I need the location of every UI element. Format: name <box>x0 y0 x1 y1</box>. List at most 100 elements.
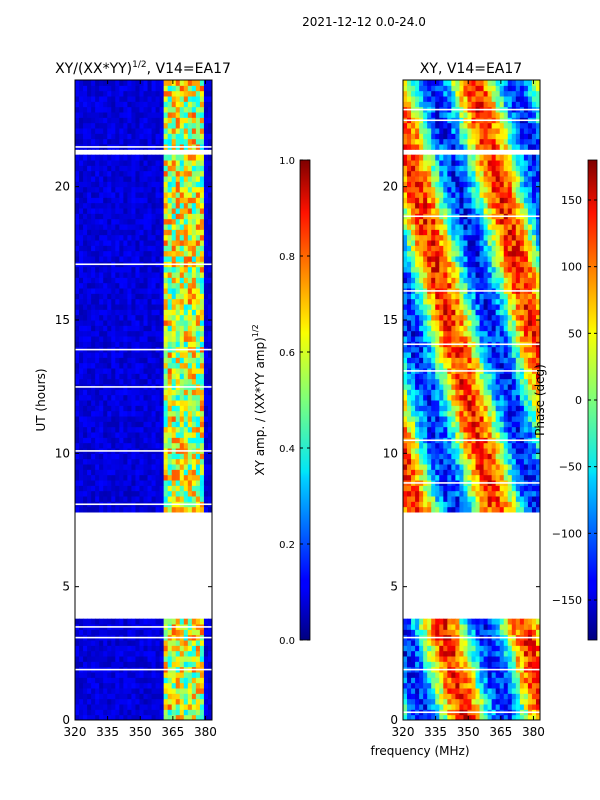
heatmap-cell <box>507 661 513 668</box>
heatmap-cell <box>451 688 456 694</box>
heatmap-cell <box>471 421 477 428</box>
heatmap-cell <box>123 469 128 476</box>
heatmap-cell <box>163 437 169 444</box>
heatmap-cell <box>455 453 460 460</box>
heatmap-cell <box>167 506 173 513</box>
heatmap-cell <box>143 80 149 86</box>
heatmap-cell <box>427 442 432 449</box>
heatmap-cell <box>195 709 201 716</box>
heatmap-cell <box>447 704 452 710</box>
heatmap-cell <box>83 698 88 705</box>
heatmap-cell <box>79 202 84 209</box>
heatmap-cell <box>471 490 477 497</box>
heatmap-cell <box>83 85 88 92</box>
heatmap-cell <box>151 208 157 214</box>
heatmap-cell <box>75 282 80 289</box>
heatmap-cell <box>123 656 128 662</box>
heatmap-cell <box>203 128 209 134</box>
heatmap-cell <box>83 165 88 172</box>
heatmap-cell <box>511 469 517 476</box>
heatmap-cell <box>199 154 205 161</box>
heatmap-cell <box>103 650 108 657</box>
heatmap-cell <box>147 101 153 108</box>
heatmap-cell <box>463 394 468 401</box>
heatmap-cell <box>175 341 181 348</box>
heatmap-cell <box>435 410 440 417</box>
heatmap-cell <box>191 645 197 652</box>
heatmap-cell <box>207 122 212 129</box>
heatmap-cell <box>163 330 169 337</box>
heatmap-cell <box>167 304 173 310</box>
heatmap-cell <box>467 688 472 694</box>
heatmap-cell <box>467 416 472 422</box>
heatmap-cell <box>159 362 165 369</box>
heatmap-cell <box>403 640 408 646</box>
heatmap-cell <box>451 485 456 492</box>
heatmap-cell <box>155 469 161 476</box>
heatmap-cell <box>195 277 201 284</box>
heatmap-cell <box>499 389 505 396</box>
heatmap-cell <box>155 437 161 444</box>
heatmap-cell <box>503 650 509 657</box>
heatmap-cell <box>123 138 128 145</box>
heatmap-cell <box>187 650 193 657</box>
heatmap-cell <box>147 250 153 257</box>
heatmap-cell <box>87 277 92 284</box>
heatmap-cell <box>175 442 181 449</box>
heatmap-cell <box>431 394 436 401</box>
heatmap-cell <box>195 490 201 497</box>
heatmap-cell <box>483 698 489 705</box>
heatmap-cell <box>483 704 489 710</box>
heatmap-cell <box>163 234 169 241</box>
heatmap-cell <box>143 240 149 246</box>
heatmap-cell <box>531 469 537 476</box>
heatmap-cell <box>111 154 116 161</box>
heatmap-cell <box>107 373 112 380</box>
heatmap-cell <box>507 432 513 438</box>
heatmap-cell <box>103 138 108 145</box>
heatmap-cell <box>83 357 88 364</box>
left-colorbar-ticks: 0.00.20.40.60.81.0 <box>279 156 310 647</box>
heatmap-cell <box>467 618 472 625</box>
heatmap-cell <box>127 250 132 257</box>
heatmap-cell <box>183 485 189 492</box>
heatmap-cell <box>147 112 153 118</box>
heatmap-cell <box>411 373 416 380</box>
heatmap-cell <box>207 458 212 465</box>
heatmap-cell <box>447 432 452 438</box>
heatmap-cell <box>99 656 104 662</box>
heatmap-cell <box>107 192 112 198</box>
heatmap-cell <box>191 202 197 209</box>
heatmap-cell <box>483 677 489 684</box>
heatmap-cell <box>91 405 96 412</box>
heatmap-cell <box>463 458 468 465</box>
heatmap-cell <box>155 698 161 705</box>
heatmap-cell <box>147 709 153 716</box>
heatmap-cell <box>91 229 96 236</box>
heatmap-cell <box>187 272 193 278</box>
heatmap-cell <box>439 677 444 684</box>
heatmap-cell <box>459 629 464 636</box>
heatmap-cell <box>455 400 460 406</box>
heatmap-cell <box>523 618 529 625</box>
heatmap-cell <box>203 154 209 161</box>
heatmap-cell <box>183 389 189 396</box>
heatmap-cell <box>123 128 128 134</box>
heatmap-cell <box>103 442 108 449</box>
heatmap-cell <box>87 368 92 374</box>
heatmap-cell <box>95 437 100 444</box>
heatmap-cell <box>95 101 100 108</box>
heatmap-cell <box>115 106 120 113</box>
heatmap-cell <box>83 506 88 513</box>
heatmap-cell <box>159 160 165 166</box>
heatmap-cell <box>163 469 169 476</box>
heatmap-cell <box>519 410 525 417</box>
heatmap-cell <box>475 496 481 502</box>
heatmap-cell <box>91 378 96 385</box>
heatmap-cell <box>103 432 108 438</box>
heatmap-cell <box>79 469 84 476</box>
heatmap-cell <box>207 170 212 177</box>
heatmap-cell <box>407 421 412 428</box>
heatmap-cell <box>491 416 497 422</box>
heatmap-cell <box>431 645 436 652</box>
